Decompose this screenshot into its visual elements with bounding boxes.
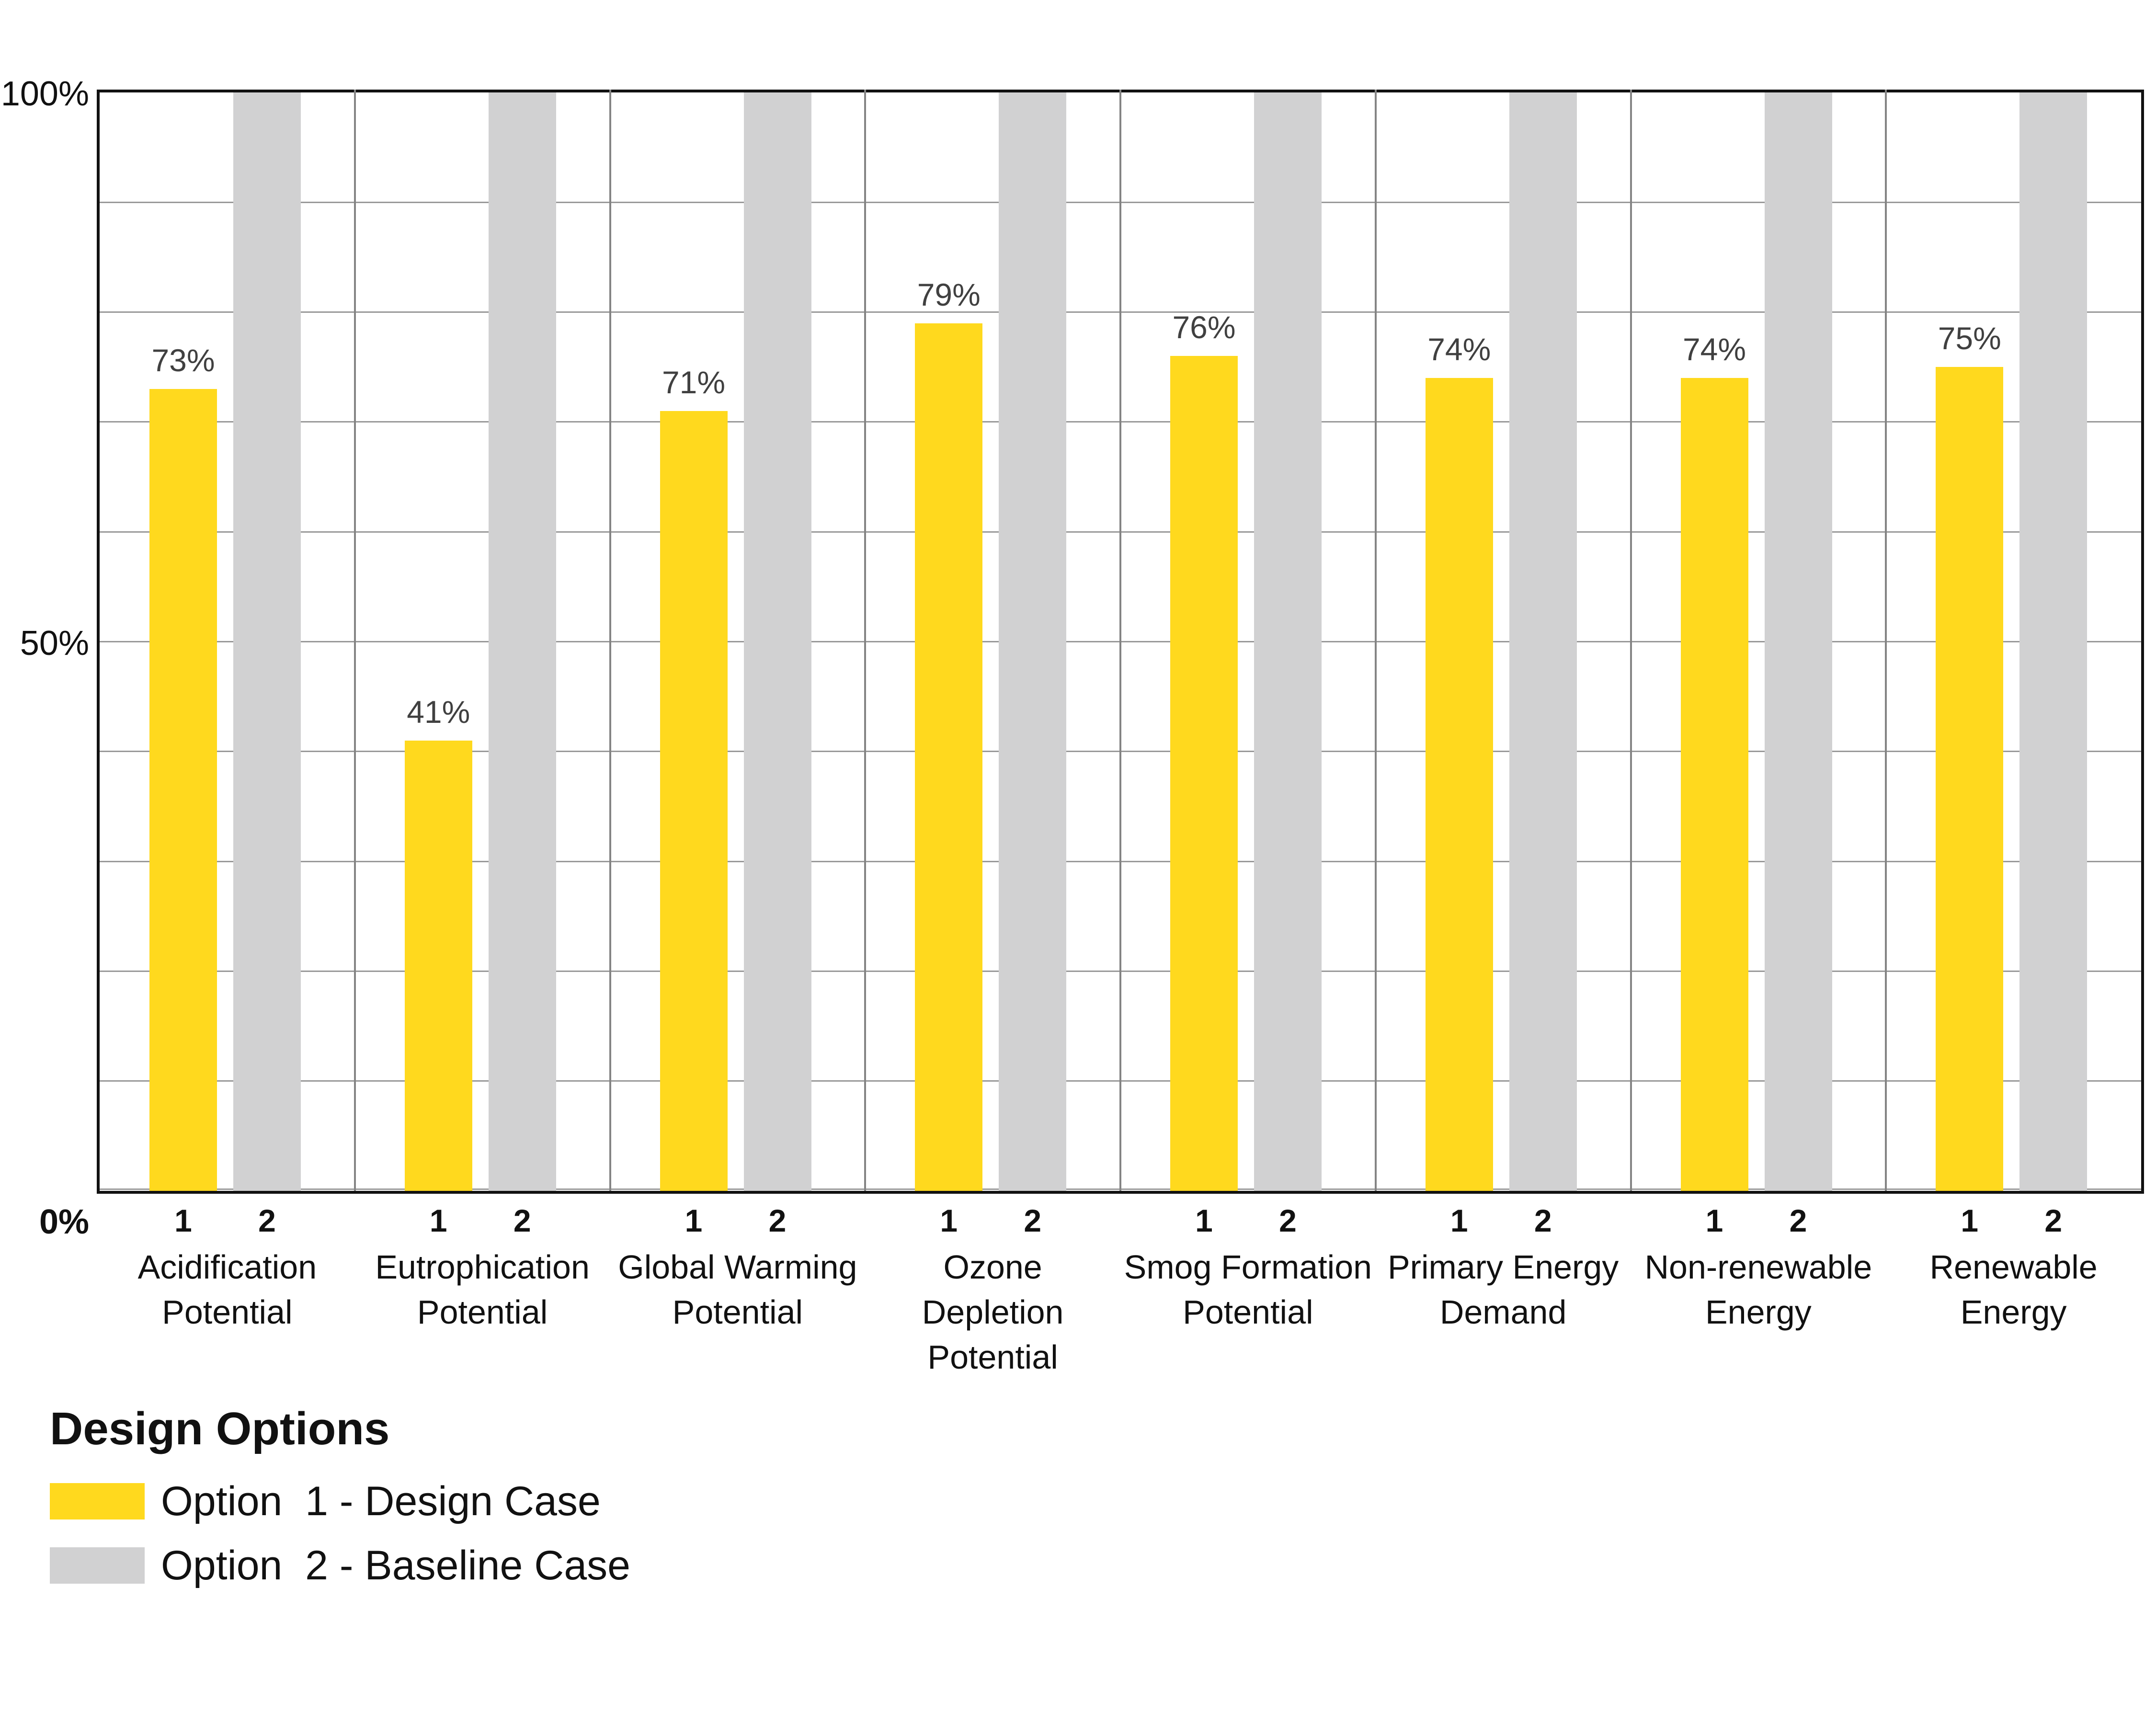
category-label: Eutrophication Potential	[345, 1245, 620, 1335]
value-label: 76%	[1172, 309, 1236, 345]
bar-option1	[1425, 378, 1493, 1191]
bar-option2	[1254, 92, 1322, 1191]
bar-option2	[743, 92, 811, 1191]
category-label-line: Primary Energy	[1387, 1248, 1619, 1286]
category-label-line: Global Warming	[618, 1248, 857, 1286]
group-separator	[609, 90, 611, 1191]
bar-option2	[999, 92, 1067, 1191]
bar-option2	[488, 92, 556, 1191]
bar-tick-label: 1	[429, 1203, 447, 1238]
value-label: 71%	[662, 364, 726, 400]
category-label-line: Renewable	[1929, 1248, 2098, 1286]
category-label-line: Potential	[1183, 1293, 1313, 1331]
category-label-line: Depletion	[922, 1293, 1064, 1331]
group-separator	[1630, 90, 1632, 1191]
legend-item: Option 1 - Design Case	[50, 1478, 630, 1524]
bar-tick-label: 1	[684, 1203, 703, 1238]
bar-tick-label: 2	[768, 1203, 787, 1238]
bar-option1	[149, 389, 217, 1191]
category-label-line: Smog Formation	[1124, 1248, 1372, 1286]
category-label-line: Ozone	[943, 1248, 1042, 1286]
category-label-line: Potential	[162, 1293, 293, 1331]
y-axis-tick-label: 50%	[20, 624, 89, 663]
legend-swatch-option2	[50, 1547, 145, 1584]
value-label: 74%	[1682, 331, 1746, 367]
bar-option2	[233, 92, 301, 1191]
bar-tick-label: 1	[1195, 1203, 1213, 1238]
category-label-line: Acidification	[137, 1248, 317, 1286]
bar-option1	[404, 740, 472, 1191]
bar-option1	[1936, 367, 2004, 1191]
bar-tick-label: 1	[1450, 1203, 1468, 1238]
category-label: Acidification Potential	[90, 1245, 365, 1335]
group-separator	[1885, 90, 1887, 1191]
group-separator	[1374, 90, 1377, 1191]
group-separator	[354, 90, 356, 1191]
group-separator	[1119, 90, 1121, 1191]
bar-option1	[1680, 378, 1748, 1191]
category-label: Ozone Depletion Potential	[856, 1245, 1130, 1380]
bar-option2	[2019, 92, 2088, 1191]
category-label-line: Eutrophication	[375, 1248, 590, 1286]
bar-tick-label: 2	[1789, 1203, 1807, 1238]
category-label-line: Potential	[417, 1293, 548, 1331]
bar-tick-label: 2	[513, 1203, 531, 1238]
bar-tick-label: 1	[940, 1203, 958, 1238]
bar-option1	[660, 411, 728, 1191]
legend-swatch-option1	[50, 1483, 145, 1519]
value-label: 75%	[1938, 320, 2001, 356]
bar-tick-label: 2	[1534, 1203, 1552, 1238]
bar-tick-label: 2	[258, 1203, 276, 1238]
category-label: Primary Energy Demand	[1366, 1245, 1641, 1335]
category-label-line: Non-renewable	[1644, 1248, 1872, 1286]
legend-item-label: Option 2 - Baseline Case	[161, 1542, 630, 1588]
category-label-line: Energy	[1705, 1293, 1812, 1331]
bar-option1	[1170, 356, 1238, 1191]
category-label: Smog Formation Potential	[1111, 1245, 1385, 1335]
value-label: 41%	[407, 694, 470, 730]
category-label-line: Potential	[672, 1293, 803, 1331]
y-axis-tick-label: 100%	[0, 75, 89, 113]
bar-tick-label: 1	[1705, 1203, 1723, 1238]
value-label: 79%	[917, 276, 981, 312]
legend-item: Option 2 - Baseline Case	[50, 1542, 630, 1588]
category-label: Non-renewable Energy	[1621, 1245, 1896, 1335]
bar-tick-label: 1	[174, 1203, 192, 1238]
bar-option1	[915, 323, 983, 1191]
bar-tick-label: 2	[1279, 1203, 1297, 1238]
y-axis-tick-label: 0%	[39, 1203, 89, 1241]
legend-item-label: Option 1 - Design Case	[161, 1478, 601, 1524]
bar-tick-label: 2	[2044, 1203, 2063, 1238]
category-label: Renewable Energy	[1876, 1245, 2151, 1335]
group-separator	[864, 90, 867, 1191]
category-label-line: Energy	[1960, 1293, 2067, 1331]
category-label-line: Demand	[1439, 1293, 1567, 1331]
value-label: 74%	[1427, 331, 1491, 367]
category-label-line: Potential	[927, 1338, 1058, 1376]
bar-tick-label: 2	[1024, 1203, 1042, 1238]
legend-items: Option 1 - Design Case Option 2 - Baselin…	[50, 1478, 630, 1588]
plot-area: 73% 41% 71% 79% 76% 74% 74% 75%	[100, 90, 2141, 1191]
bar-option2	[1764, 92, 1832, 1191]
bar-option2	[1509, 92, 1577, 1191]
legend-title: Design Options	[50, 1403, 390, 1454]
legend: Design Options Option 1 - Design Case Opt…	[50, 1403, 630, 1611]
bar-tick-label: 1	[1961, 1203, 1979, 1238]
category-label: Global Warming Potential	[601, 1245, 875, 1335]
value-label: 73%	[151, 343, 215, 378]
